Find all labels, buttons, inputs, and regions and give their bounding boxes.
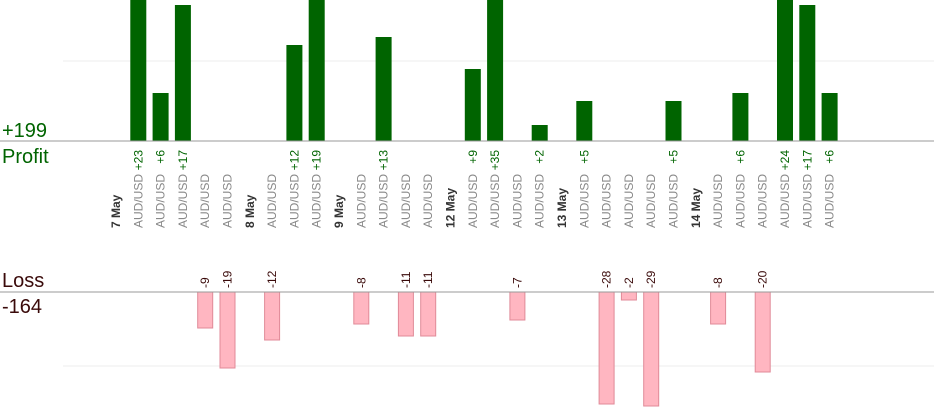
profit-bar [576, 101, 593, 141]
profit-value-label: +17 [176, 150, 190, 171]
symbol-label: AUD/USD [823, 174, 837, 228]
profit-bar [464, 69, 481, 141]
symbol-label: AUD/USD [533, 174, 547, 228]
loss-value-label: -7 [510, 277, 524, 288]
loss-bar [420, 291, 437, 337]
profit-value-label: +6 [154, 150, 168, 164]
column-labels: 7 May AUD/USD +23 AUD/USD +6 AUD/USD +17 AUD/US… [109, 150, 837, 288]
profit-bar [375, 37, 392, 141]
loss-value-label: -19 [221, 270, 235, 288]
profit-total: +199 [2, 120, 47, 142]
symbol-label: AUD/USD [221, 174, 235, 228]
profit-bar [286, 45, 303, 141]
symbol-label: AUD/USD [756, 174, 770, 228]
loss-bar [620, 291, 637, 301]
loss-bar [754, 291, 771, 373]
symbol-label: AUD/USD [622, 174, 636, 228]
symbol-label: AUD/USD [600, 174, 614, 228]
date-label: 12 May [444, 188, 458, 228]
profit-bar [821, 93, 838, 141]
loss-value-label: -2 [622, 277, 636, 288]
symbol-label: AUD/USD [377, 174, 391, 228]
date-label: 14 May [689, 188, 703, 228]
symbol-label: AUD/USD [644, 174, 658, 228]
profit-value-label: +19 [310, 150, 324, 171]
symbol-label: AUD/USD [421, 174, 435, 228]
symbol-label: AUD/USD [778, 174, 792, 228]
profit-value-label: +13 [377, 150, 391, 171]
profit-bar [665, 101, 682, 141]
profit-value-label: +2 [533, 150, 547, 164]
profit-bars [130, 0, 838, 141]
symbol-label: AUD/USD [399, 174, 413, 228]
loss-value-label: -12 [265, 270, 279, 288]
profit-value-label: +24 [778, 150, 792, 171]
profit-bar [174, 5, 191, 141]
loss-bar [509, 291, 526, 321]
loss-bar [643, 291, 660, 407]
profit-value-label: +35 [488, 150, 502, 171]
loss-bar [598, 291, 615, 405]
loss-value-label: -20 [756, 270, 770, 288]
symbol-label: AUD/USD [577, 174, 591, 228]
loss-label: Loss [2, 270, 44, 292]
symbol-label: AUD/USD [354, 174, 368, 228]
profit-label: Profit [2, 146, 49, 168]
profit-bar [799, 5, 816, 141]
profit-bar [777, 0, 793, 141]
profit-value-label: +5 [577, 150, 591, 164]
symbol-label: AUD/USD [131, 174, 145, 228]
profit-value-label: +12 [287, 150, 301, 171]
profit-bar [732, 93, 749, 141]
loss-value-label: -28 [600, 270, 614, 288]
loss-bar [397, 291, 414, 337]
profit-value-label: +9 [466, 150, 480, 164]
profit-bar [308, 0, 325, 141]
loss-bar [197, 291, 214, 329]
loss-bar [710, 291, 727, 325]
loss-value-label: -9 [198, 277, 212, 288]
date-label: 8 May [243, 194, 257, 228]
profit-bar [487, 0, 504, 141]
symbol-label: AUD/USD [488, 174, 502, 228]
profit-value-label: +23 [131, 150, 145, 171]
symbol-label: AUD/USD [800, 174, 814, 228]
symbol-label: AUD/USD [154, 174, 168, 228]
symbol-label: AUD/USD [198, 174, 212, 228]
loss-value-label: -11 [421, 271, 435, 288]
loss-bar [264, 291, 281, 341]
profit-bar [130, 0, 147, 141]
loss-bar [353, 291, 370, 325]
loss-bar [219, 291, 236, 369]
symbol-label: AUD/USD [510, 174, 524, 228]
symbol-label: AUD/USD [310, 174, 324, 228]
profit-value-label: +6 [823, 150, 837, 164]
loss-value-label: -8 [711, 277, 725, 288]
date-label: 9 May [332, 194, 346, 228]
profit-bar [152, 93, 169, 141]
symbol-label: AUD/USD [711, 174, 725, 228]
loss-value-label: -29 [644, 270, 658, 288]
symbol-label: AUD/USD [265, 174, 279, 228]
profit-value-label: +6 [733, 150, 747, 164]
loss-value-label: -8 [354, 277, 368, 288]
symbol-label: AUD/USD [466, 174, 480, 228]
symbol-label: AUD/USD [733, 174, 747, 228]
loss-bars [197, 291, 771, 407]
loss-total: -164 [2, 296, 42, 318]
symbol-label: AUD/USD [667, 174, 681, 228]
date-label: 7 May [109, 194, 123, 228]
symbol-label: AUD/USD [287, 174, 301, 228]
profit-value-label: +17 [800, 150, 814, 171]
loss-value-label: -11 [399, 271, 413, 288]
profit-bar [531, 125, 548, 141]
symbol-label: AUD/USD [176, 174, 190, 228]
date-label: 13 May [555, 188, 569, 228]
profit-value-label: +5 [667, 150, 681, 164]
